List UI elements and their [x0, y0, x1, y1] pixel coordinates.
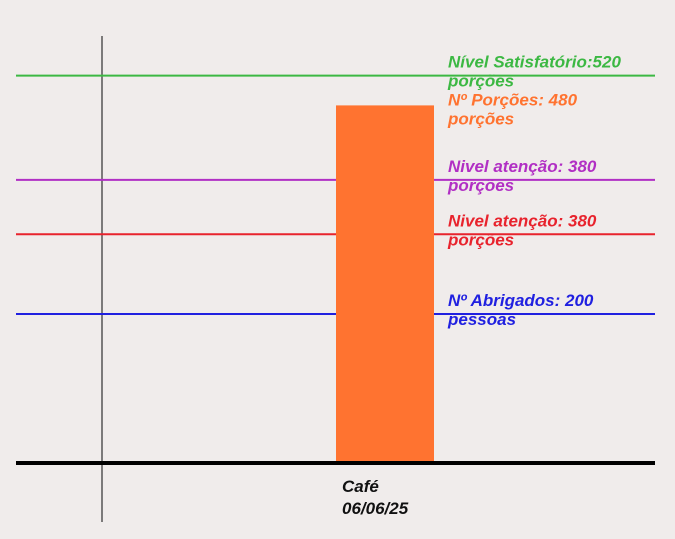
reference-line-label: Nivel atenção: 380 porções — [447, 211, 597, 249]
bar — [336, 105, 434, 464]
reference-line-label: Nível Satisfatório:520 porções — [447, 53, 621, 91]
reference-line-label: Nº Abrigados: 200 pessoas — [447, 291, 594, 329]
category-tick-label: Café 06/06/25 — [342, 477, 409, 518]
bar-value-label: Nº Porções: 480 porções — [447, 90, 578, 128]
reference-line-label: Nivel atenção: 380 porções — [447, 157, 597, 195]
